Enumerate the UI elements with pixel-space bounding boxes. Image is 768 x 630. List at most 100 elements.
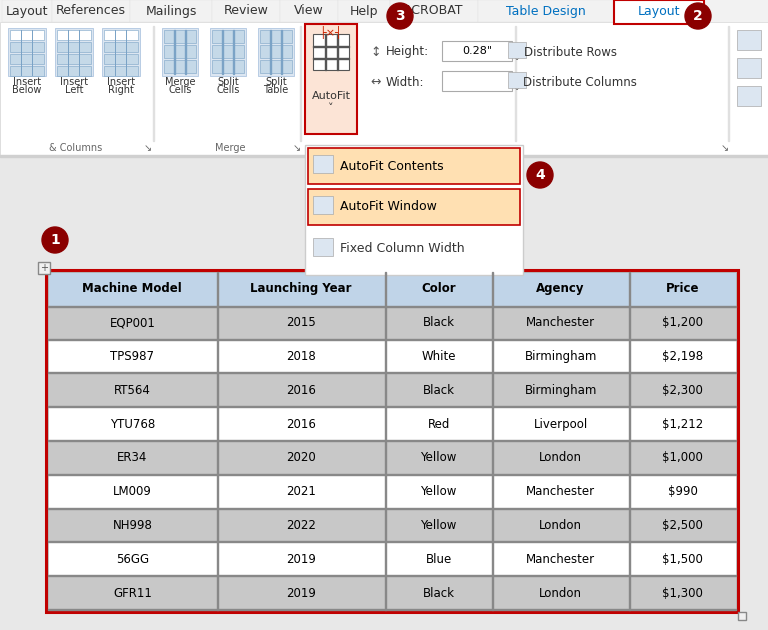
Bar [270, 30, 271, 74]
Bar [48, 306, 736, 340]
Bar [0, 22, 768, 155]
Text: Distribute Columns: Distribute Columns [523, 76, 637, 88]
Bar [48, 542, 736, 576]
Bar [492, 542, 493, 576]
Text: 2016: 2016 [286, 418, 316, 430]
Text: 3: 3 [396, 9, 405, 23]
Bar [48, 474, 736, 475]
Text: 2019: 2019 [286, 553, 316, 566]
Text: AutoFit Window: AutoFit Window [340, 200, 437, 214]
Bar [126, 30, 127, 76]
Bar [104, 30, 138, 40]
Bar [222, 30, 223, 74]
Bar [508, 42, 526, 58]
Text: $2,500: $2,500 [662, 519, 703, 532]
Text: Insert: Insert [107, 77, 135, 87]
Bar [630, 306, 631, 340]
Bar [308, 148, 520, 184]
Text: Height:: Height: [386, 45, 429, 59]
Bar [442, 71, 512, 91]
Text: Cells: Cells [217, 85, 240, 95]
Text: ACROBAT: ACROBAT [404, 4, 464, 18]
Bar [630, 475, 631, 508]
Bar [48, 272, 736, 610]
Bar [48, 340, 736, 374]
Bar [630, 576, 631, 610]
Bar [260, 45, 292, 58]
Text: ↘: ↘ [721, 143, 729, 153]
Bar [492, 306, 493, 340]
Bar [337, 34, 338, 70]
Text: $2,198: $2,198 [662, 350, 703, 363]
Bar [630, 374, 631, 407]
Bar [68, 30, 69, 76]
Bar [313, 196, 333, 214]
Text: 2022: 2022 [286, 519, 316, 532]
Bar [10, 30, 44, 40]
Text: AutoFit Contents: AutoFit Contents [340, 159, 444, 173]
Text: YTU768: YTU768 [110, 418, 155, 430]
Bar [492, 407, 493, 441]
Text: Merge: Merge [215, 143, 245, 153]
Text: Insert: Insert [60, 77, 88, 87]
Text: ⌄: ⌄ [513, 52, 521, 62]
Text: ├×┤: ├×┤ [319, 25, 343, 38]
Text: Manchester: Manchester [526, 316, 595, 329]
Text: ER34: ER34 [118, 452, 147, 464]
Text: Price: Price [666, 282, 700, 295]
Text: Birmingham: Birmingham [525, 350, 597, 363]
Text: 2021: 2021 [286, 485, 316, 498]
Text: 1: 1 [50, 233, 60, 247]
Bar [630, 508, 631, 542]
Bar [55, 28, 93, 76]
Bar [48, 541, 736, 542]
Bar [300, 26, 301, 141]
Bar [10, 66, 44, 76]
Text: Table: Table [263, 85, 289, 95]
Text: $1,212: $1,212 [662, 418, 703, 430]
Bar [10, 42, 44, 52]
Bar [305, 145, 523, 275]
Bar [212, 45, 244, 58]
Bar [212, 30, 244, 43]
Text: Left: Left [65, 85, 83, 95]
Bar [48, 374, 736, 407]
Text: Machine Model: Machine Model [82, 282, 182, 295]
Bar [48, 475, 736, 508]
Text: View: View [294, 4, 324, 18]
Bar [21, 30, 22, 76]
Bar [313, 34, 349, 70]
Text: RT564: RT564 [114, 384, 151, 397]
Text: Manchester: Manchester [526, 553, 595, 566]
Text: Width:: Width: [386, 76, 425, 88]
Bar [630, 340, 631, 374]
Text: 2018: 2018 [286, 350, 316, 363]
Text: ⌄: ⌄ [513, 82, 521, 92]
Bar [260, 30, 292, 43]
Bar [8, 28, 46, 76]
Text: Black: Black [422, 384, 455, 397]
Bar [174, 30, 175, 74]
Bar [48, 407, 736, 441]
Bar [492, 475, 493, 508]
Text: Insert: Insert [13, 77, 41, 87]
Bar [212, 60, 244, 73]
Bar [48, 406, 736, 407]
Text: $1,500: $1,500 [662, 553, 703, 566]
Bar [338, 0, 390, 22]
Bar [57, 66, 91, 76]
Bar [492, 374, 493, 407]
Bar [210, 28, 246, 76]
Text: Liverpool: Liverpool [534, 418, 588, 430]
Bar [57, 30, 91, 40]
Bar [313, 155, 333, 173]
Text: Birmingham: Birmingham [525, 384, 597, 397]
Text: $1,300: $1,300 [662, 587, 703, 600]
Text: London: London [539, 587, 582, 600]
Bar [492, 340, 493, 374]
Text: Fixed Column Width: Fixed Column Width [340, 241, 465, 255]
Text: GFR11: GFR11 [113, 587, 152, 600]
Text: Merge: Merge [165, 77, 195, 87]
Text: ↔: ↔ [370, 76, 380, 88]
Text: 2019: 2019 [286, 587, 316, 600]
